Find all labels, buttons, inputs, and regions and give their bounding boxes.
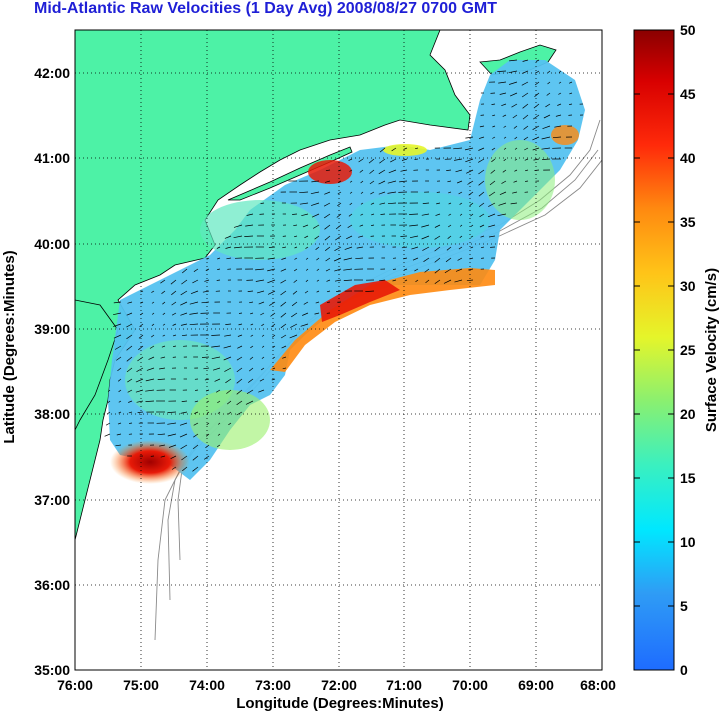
lon-tick: 76:00 [57,677,93,693]
colorbar-tick: 25 [680,342,696,358]
lat-tick: 39:00 [34,321,70,337]
colorbar-tick: 15 [680,470,696,486]
lat-tick: 40:00 [34,236,70,252]
delmarva [75,299,119,431]
lat-tick: 37:00 [34,492,70,508]
x-axis-label: Longitude (Degrees:Minutes) [236,695,444,712]
colorbar-scale [633,29,675,671]
colorbar-tick: 0 [680,662,688,678]
colorbar-tick: 20 [680,406,696,422]
lon-tick: 72:00 [321,677,357,693]
lat-tick: 42:00 [34,65,70,81]
colorbar-tick: 5 [680,598,688,614]
lat-tick-labels: 42:00 41:00 40:00 39:00 38:00 37:00 36:0… [34,65,70,678]
lat-tick: 36:00 [34,577,70,593]
lon-tick-labels: 76:00 75:00 74:00 73:00 72:00 71:00 70:0… [57,677,616,693]
colorbar: 50 45 40 35 30 25 20 15 10 5 0 Surface V… [633,22,720,678]
colorbar-tick: 40 [680,150,696,166]
lon-tick: 69:00 [518,677,554,693]
lon-tick: 71:00 [386,677,422,693]
colorbar-tick: 30 [680,278,696,294]
lon-tick: 68:00 [580,677,616,693]
lat-tick: 38:00 [34,406,70,422]
lon-tick: 74:00 [189,677,225,693]
colorbar-label: Surface Velocity (cm/s) [703,268,720,432]
map-title: Mid-Atlantic Raw Velocities (1 Day Avg) … [34,0,497,17]
colorbar-tick: 50 [680,22,696,38]
long-island [227,146,353,201]
lon-tick: 70:00 [452,677,488,693]
colorbar-tick: 35 [680,214,696,230]
lon-tick: 73:00 [255,677,291,693]
lon-tick: 75:00 [123,677,159,693]
y-axis-label: Latitude (Degrees:Minutes) [1,250,18,443]
grid-lines [75,30,602,670]
colorbar-tick: 45 [680,86,696,102]
colorbar-tick: 10 [680,534,696,550]
velocity-vectors [104,59,584,472]
lat-tick: 41:00 [34,150,70,166]
lat-tick: 35:00 [34,662,70,678]
